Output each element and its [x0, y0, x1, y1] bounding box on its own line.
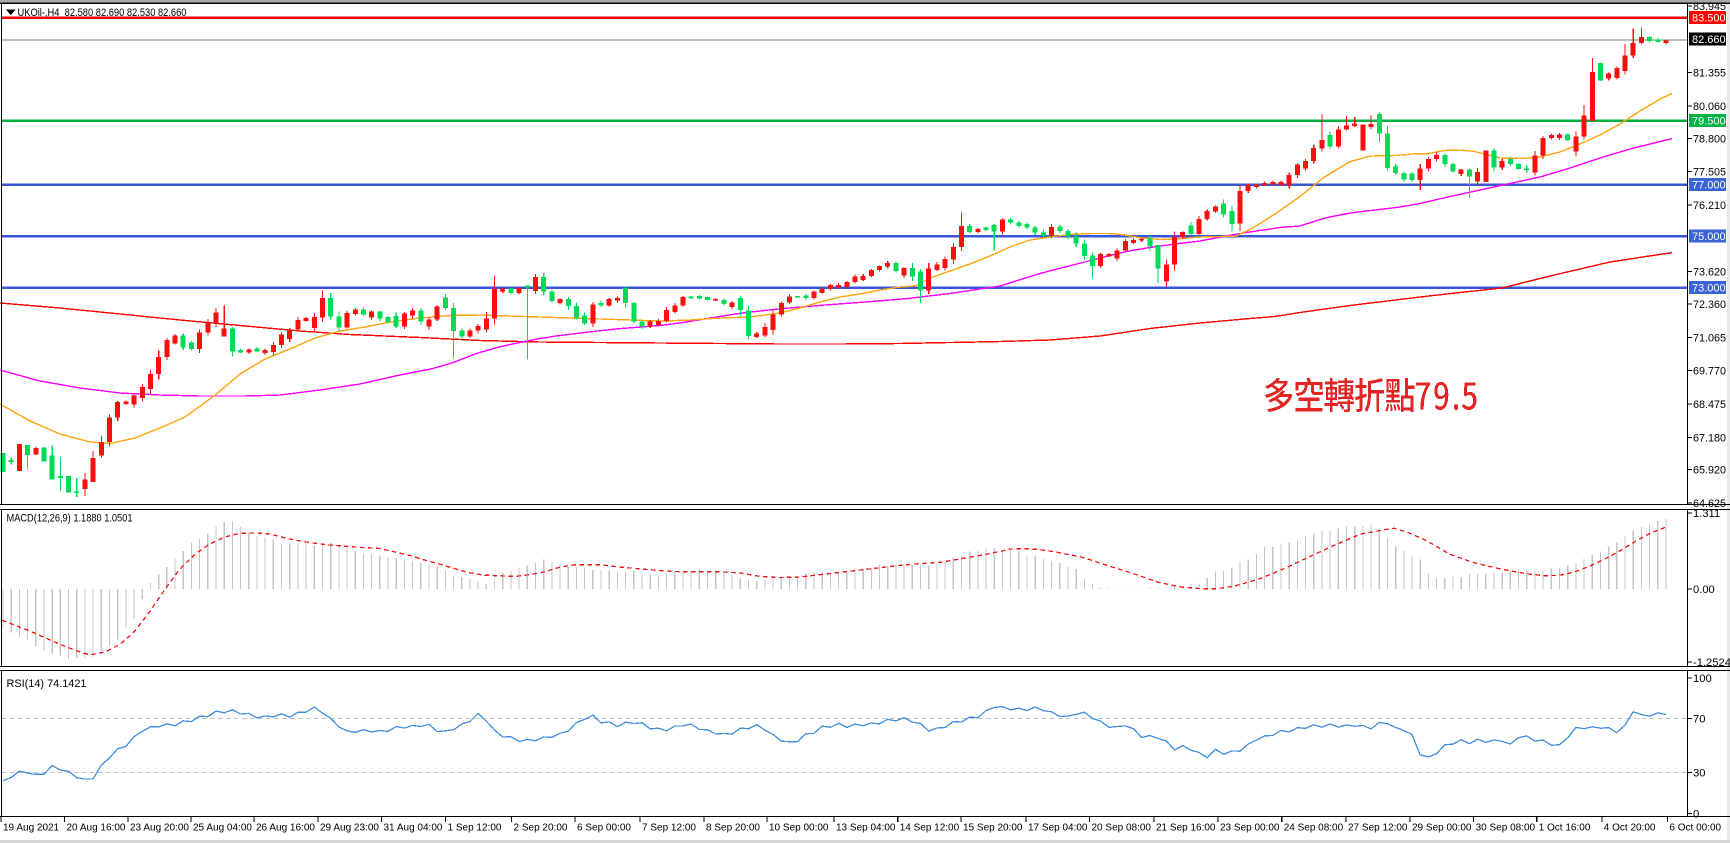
svg-text:13 Sep 04:00: 13 Sep 04:00: [836, 823, 896, 834]
svg-text:82.660: 82.660: [1692, 34, 1726, 46]
svg-text:29 Aug 23:00: 29 Aug 23:00: [320, 823, 379, 834]
svg-text:80.060: 80.060: [1693, 101, 1726, 113]
svg-text:77.000: 77.000: [1692, 180, 1726, 192]
svg-text:77.505: 77.505: [1693, 167, 1726, 179]
svg-text:0.00: 0.00: [1693, 584, 1715, 596]
svg-text:6 Oct 00:00: 6 Oct 00:00: [1669, 823, 1721, 834]
svg-text:83.500: 83.500: [1692, 12, 1726, 24]
svg-text:20 Aug 16:00: 20 Aug 16:00: [67, 823, 126, 834]
svg-text:69.770: 69.770: [1693, 366, 1726, 378]
svg-text:17 Sep 04:00: 17 Sep 04:00: [1028, 823, 1088, 834]
svg-text:76.210: 76.210: [1693, 200, 1726, 212]
svg-text:23 Aug 20:00: 23 Aug 20:00: [130, 823, 189, 834]
svg-text:64.625: 64.625: [1693, 498, 1726, 510]
svg-text:20 Sep 08:00: 20 Sep 08:00: [1092, 823, 1152, 834]
svg-text:0: 0: [1693, 808, 1699, 820]
svg-text:23 Sep 00:00: 23 Sep 00:00: [1220, 823, 1280, 834]
svg-text:83.945: 83.945: [1693, 1, 1726, 13]
svg-text:30: 30: [1693, 768, 1705, 780]
svg-text:71.065: 71.065: [1693, 332, 1726, 344]
svg-text:31 Aug 04:00: 31 Aug 04:00: [384, 823, 443, 834]
svg-text:2 Sep 20:00: 2 Sep 20:00: [514, 823, 568, 834]
svg-text:100: 100: [1693, 673, 1712, 685]
svg-text:24 Sep 08:00: 24 Sep 08:00: [1284, 823, 1344, 834]
svg-text:79.500: 79.500: [1692, 115, 1726, 127]
svg-text:10 Sep 00:00: 10 Sep 00:00: [769, 823, 829, 834]
svg-text:26 Aug 16:00: 26 Aug 16:00: [256, 823, 315, 834]
svg-text:25 Aug 04:00: 25 Aug 04:00: [193, 823, 252, 834]
svg-text:15 Sep 20:00: 15 Sep 20:00: [963, 823, 1023, 834]
svg-text:MACD(12,26,9) 1.1880 1.0501: MACD(12,26,9) 1.1880 1.0501: [7, 513, 133, 525]
svg-text:73.620: 73.620: [1693, 267, 1726, 279]
svg-text:14 Sep 12:00: 14 Sep 12:00: [900, 823, 960, 834]
svg-text:73.000: 73.000: [1692, 283, 1726, 295]
svg-text:29 Sep 00:00: 29 Sep 00:00: [1412, 823, 1472, 834]
svg-text:19 Aug 2021: 19 Aug 2021: [3, 823, 60, 834]
svg-text:27 Sep 12:00: 27 Sep 12:00: [1348, 823, 1408, 834]
svg-text:RSI(14) 74.1421: RSI(14) 74.1421: [7, 678, 87, 690]
svg-text:75.000: 75.000: [1692, 231, 1726, 243]
svg-text:8 Sep 20:00: 8 Sep 20:00: [706, 823, 760, 834]
svg-text:6 Sep 00:00: 6 Sep 00:00: [577, 823, 631, 834]
svg-text:-1.2524: -1.2524: [1693, 657, 1730, 669]
svg-text:65.920: 65.920: [1693, 465, 1726, 477]
svg-text:72.360: 72.360: [1693, 299, 1726, 311]
svg-text:67.180: 67.180: [1693, 432, 1726, 444]
svg-text:81.355: 81.355: [1693, 68, 1726, 80]
svg-text:1 Oct 16:00: 1 Oct 16:00: [1539, 823, 1591, 834]
svg-text:1.311: 1.311: [1693, 508, 1720, 520]
svg-text:1 Sep 12:00: 1 Sep 12:00: [448, 823, 502, 834]
svg-text:7 Sep 12:00: 7 Sep 12:00: [642, 823, 696, 834]
svg-text:70: 70: [1693, 713, 1705, 725]
svg-text:68.475: 68.475: [1693, 399, 1726, 411]
svg-text:78.800: 78.800: [1693, 133, 1726, 145]
svg-text:UKOil-,H4 82.580 82.690 82.53: UKOil-,H4 82.580 82.690 82.530 82.660: [18, 7, 187, 19]
svg-text:30 Sep 08:00: 30 Sep 08:00: [1476, 823, 1536, 834]
svg-text:21 Sep 16:00: 21 Sep 16:00: [1156, 823, 1216, 834]
svg-text:4 Oct 20:00: 4 Oct 20:00: [1604, 823, 1656, 834]
